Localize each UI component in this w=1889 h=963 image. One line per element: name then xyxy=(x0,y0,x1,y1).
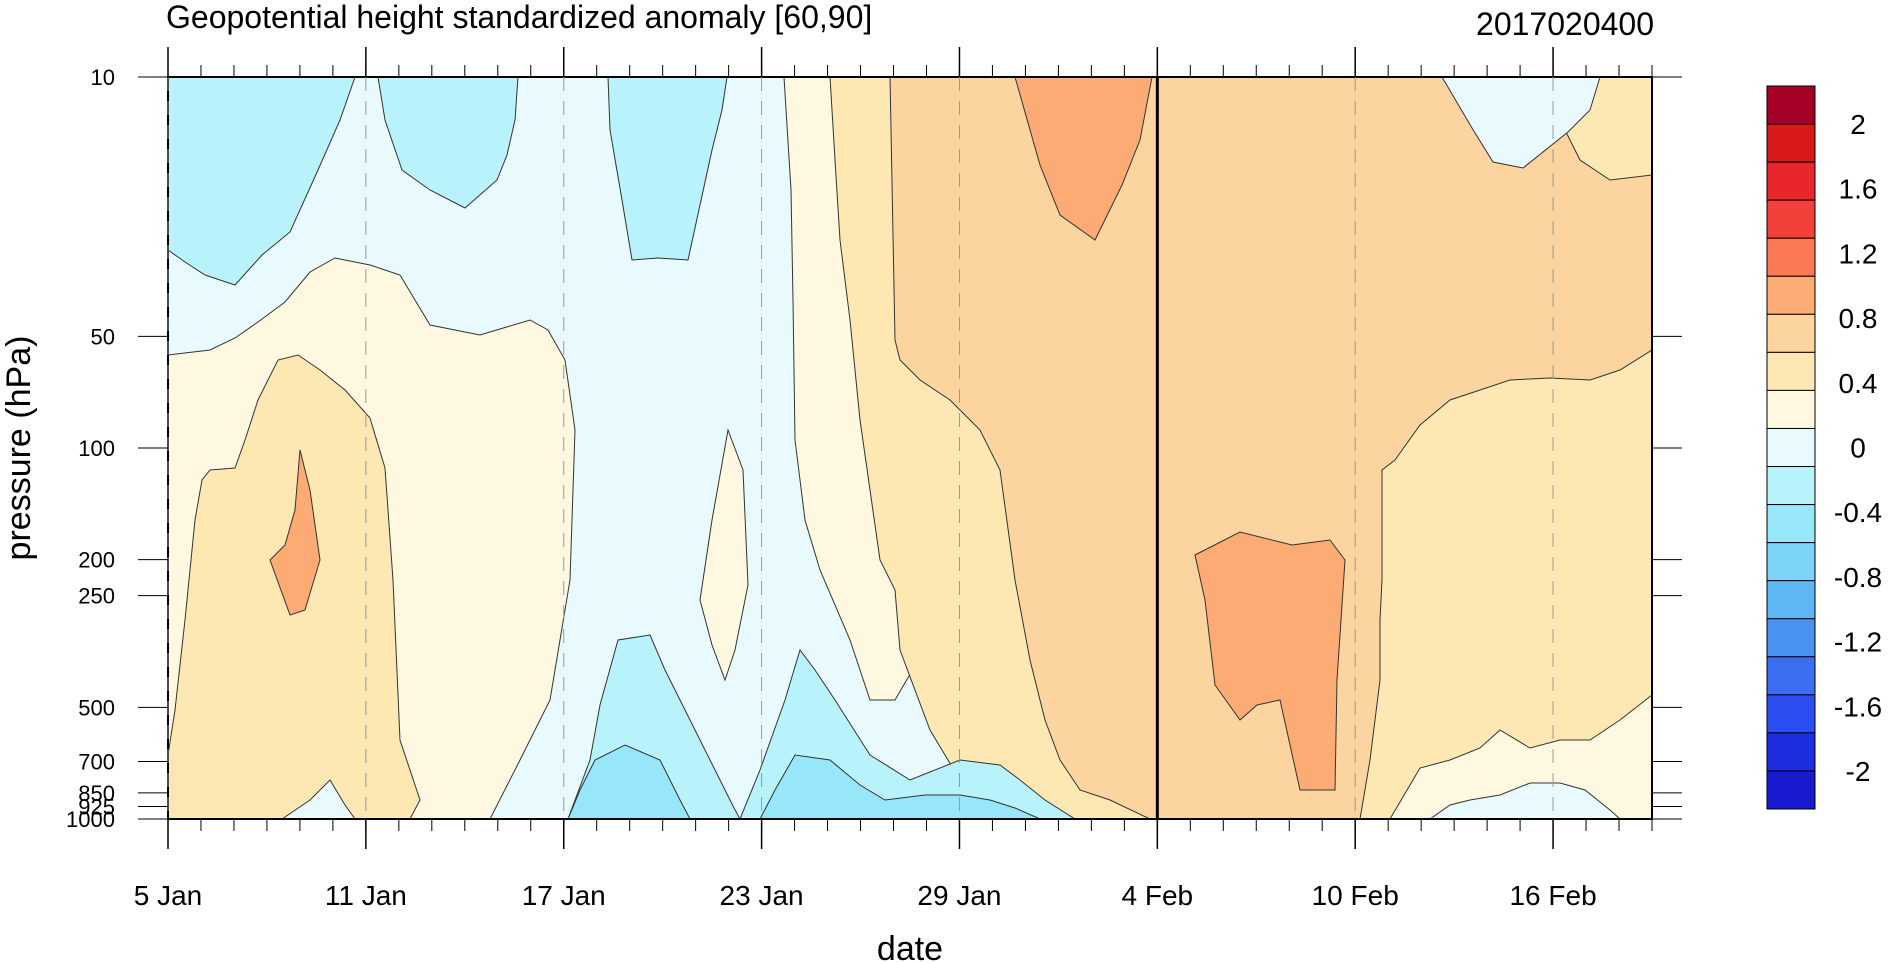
contour-08-east xyxy=(889,77,1652,819)
colorbar-label: -1.2 xyxy=(1834,627,1882,658)
contour-neg08-bot-1 xyxy=(567,744,691,819)
x-tick-label: 5 Jan xyxy=(134,880,203,911)
colorbar-label: 0.8 xyxy=(1839,303,1878,334)
colorbar-label: 0 xyxy=(1850,433,1866,464)
x-tick-label: 11 Jan xyxy=(325,880,407,911)
colorbar-swatch xyxy=(1766,199,1816,239)
contour-neg04-top-3 xyxy=(377,77,519,209)
contour-08-west xyxy=(269,449,321,616)
contour-neg04-bot-3 xyxy=(1429,782,1621,819)
chart-title: Geopotential height standardized anomaly… xyxy=(166,0,872,35)
colorbar-swatch xyxy=(1766,466,1816,506)
contour-12-east xyxy=(1014,77,1153,241)
colorbar-swatch xyxy=(1766,580,1816,620)
colorbar-label: -2 xyxy=(1846,756,1871,787)
x-ticks: 5 Jan 11 Jan 17 Jan 23 Jan 29 Jan 4 Feb 10 Feb… xyxy=(134,47,1653,911)
y-tick-label: 850 xyxy=(78,781,115,806)
y-tick-label: 50 xyxy=(91,324,115,349)
colorbar-swatch xyxy=(1766,351,1816,391)
x-tick-label: 23 Jan xyxy=(720,880,804,911)
colorbar-swatch xyxy=(1766,542,1816,582)
y-tick-label: 250 xyxy=(78,584,115,609)
colorbar-label: 0.4 xyxy=(1839,368,1878,399)
contour-fills xyxy=(168,77,1652,819)
colorbar-label: -0.8 xyxy=(1834,562,1882,593)
colorbar-swatch xyxy=(1766,770,1816,810)
colorbar-swatch xyxy=(1766,504,1816,544)
colorbar-label: 1.2 xyxy=(1839,238,1878,269)
contour-neg04-top-2 xyxy=(168,77,356,286)
colorbar-swatch xyxy=(1766,313,1816,353)
colorbar: 2 1.6 1.2 0.8 0.4 0 -0.4 -0.8 -1.2 -1.6 -2 xyxy=(1766,85,1882,810)
colorbar-swatch xyxy=(1766,389,1816,429)
colorbar-swatch xyxy=(1766,732,1816,772)
y-tick-label: 200 xyxy=(78,548,115,573)
colorbar-swatch xyxy=(1766,618,1816,658)
contour-neg04-top-5 xyxy=(1441,77,1601,169)
x-axis-label: date xyxy=(877,930,943,963)
contour-neg04-bot-4 xyxy=(281,779,356,819)
y-tick-label: 100 xyxy=(78,436,115,461)
x-tick-label: 10 Feb xyxy=(1312,880,1399,911)
colorbar-swatch xyxy=(1766,694,1816,734)
y-tick-label: 700 xyxy=(78,750,115,775)
colorbar-swatch xyxy=(1766,237,1816,277)
colorbar-swatch xyxy=(1766,427,1816,468)
colorbar-label: 2 xyxy=(1850,109,1866,140)
colorbar-swatch xyxy=(1766,656,1816,696)
colorbar-swatch xyxy=(1766,123,1816,163)
colorbar-swatch xyxy=(1766,161,1816,201)
colorbar-swatch xyxy=(1766,275,1816,315)
x-tick-label: 4 Feb xyxy=(1122,880,1194,911)
colorbar-swatch xyxy=(1766,85,1816,125)
contour-12-east-mid xyxy=(1194,531,1346,791)
contour-neg08-bot-2 xyxy=(759,754,1041,819)
contour-0-mid xyxy=(699,428,749,682)
y-tick-label: 500 xyxy=(78,695,115,720)
contour-neg04-top-4 xyxy=(607,77,728,261)
x-tick-label: 17 Jan xyxy=(522,880,606,911)
colorbar-label: -1.6 xyxy=(1834,691,1882,722)
y-tick-label: 1000 xyxy=(66,807,115,832)
colorbar-label: -0.4 xyxy=(1834,497,1882,528)
colorbar-label: 1.6 xyxy=(1839,174,1878,205)
y-tick-label: 925 xyxy=(78,794,115,819)
date-stamp: 2017020400 xyxy=(1476,6,1654,42)
y-axis-label: pressure (hPa) xyxy=(0,336,38,561)
y-tick-label: 10 xyxy=(91,65,115,90)
x-tick-label: 29 Jan xyxy=(917,880,1001,911)
x-tick-label: 16 Feb xyxy=(1509,880,1596,911)
